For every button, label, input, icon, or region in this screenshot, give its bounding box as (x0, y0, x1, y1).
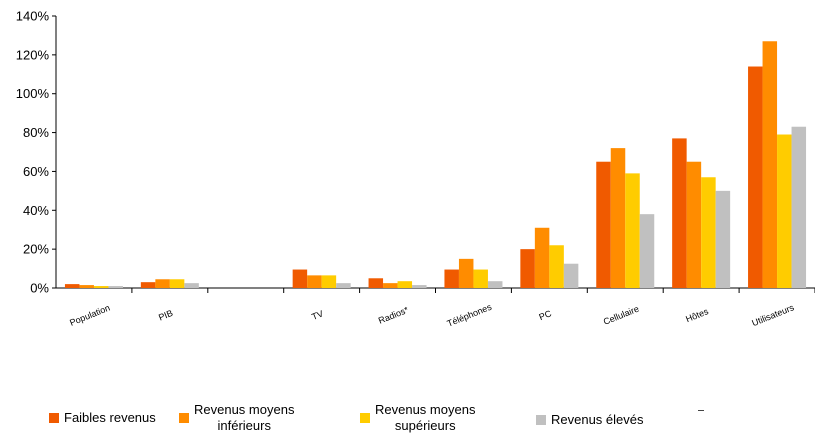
bar (383, 283, 398, 288)
bar (292, 269, 308, 288)
legend-label-revenus-eleves: Revenus élevés (551, 412, 644, 427)
x-category-label: PIB (157, 308, 174, 323)
y-tick-label: 0% (30, 281, 49, 296)
legend-item-revenus-moyens-superieurs: Revenus moyens supérieurs (360, 402, 475, 434)
x-category-label: TV (310, 308, 324, 322)
bar (701, 177, 716, 288)
y-tick-label: 60% (23, 164, 49, 179)
y-tick-label: 100% (16, 86, 50, 101)
bar (563, 263, 579, 288)
legend-swatch-revenus-eleves (536, 415, 546, 425)
bar (549, 245, 564, 288)
x-category-label: Téléphones (446, 302, 494, 329)
legend-label-revenus-moyens-inferieurs: Revenus moyens inférieurs (194, 402, 295, 433)
bar (307, 275, 322, 288)
bar (639, 214, 655, 288)
bar (672, 138, 687, 288)
bar (791, 126, 807, 288)
legend-swatch-faibles-revenus (49, 413, 59, 423)
legend-item-faibles-revenus: Faibles revenus (49, 410, 156, 426)
bar (444, 269, 459, 288)
x-category-label: Population (68, 303, 111, 328)
bar (184, 283, 199, 288)
bar (169, 279, 185, 288)
bar (108, 286, 123, 288)
bar (487, 281, 503, 288)
legend: Faibles revenus Revenus moyens inférieur… (0, 400, 815, 441)
y-tick-label: 140% (16, 9, 50, 24)
legend-item-revenus-eleves: Revenus élevés (536, 412, 644, 428)
bar (520, 249, 535, 288)
bar (625, 173, 640, 288)
bar-chart: 0% 20% 40% 60% 80% 100% 120% 140% Population PIB T… (16, 9, 815, 329)
legend-item-revenus-moyens-inferieurs: Revenus moyens inférieurs (179, 402, 294, 434)
x-category-label: Radios* (377, 304, 410, 325)
bar (368, 278, 384, 288)
bar (762, 41, 778, 288)
bar (93, 286, 109, 288)
bar (473, 269, 488, 288)
legend-swatch-revenus-moyens-inferieurs (179, 413, 189, 423)
bar (321, 275, 337, 288)
legend-label-faibles-revenus: Faibles revenus (64, 410, 156, 425)
bar (610, 148, 626, 288)
legend-dash-mark (698, 410, 704, 411)
bar (458, 258, 474, 288)
bar (715, 190, 731, 288)
bar (140, 282, 156, 288)
y-tick-label: 120% (16, 47, 50, 62)
bar (397, 281, 413, 288)
bar (79, 285, 94, 288)
bar (748, 66, 763, 288)
y-tick-label: 80% (23, 125, 49, 140)
bar (686, 161, 702, 288)
bar (534, 227, 550, 288)
legend-swatch-revenus-moyens-superieurs (360, 413, 370, 423)
bar (336, 283, 351, 288)
bar (412, 285, 427, 288)
x-category-label: Utilisateurs (750, 302, 795, 328)
bar (777, 134, 792, 288)
x-category-label: Cellulaire (602, 304, 641, 327)
bar (64, 284, 80, 288)
y-tick-label: 40% (23, 203, 49, 218)
legend-label-revenus-moyens-superieurs: Revenus moyens supérieurs (375, 402, 476, 433)
x-category-label: PC (538, 308, 554, 322)
y-tick-label: 20% (23, 242, 49, 257)
bar (596, 161, 611, 288)
bar (155, 279, 170, 288)
x-category-label: Hôtes (684, 306, 710, 324)
